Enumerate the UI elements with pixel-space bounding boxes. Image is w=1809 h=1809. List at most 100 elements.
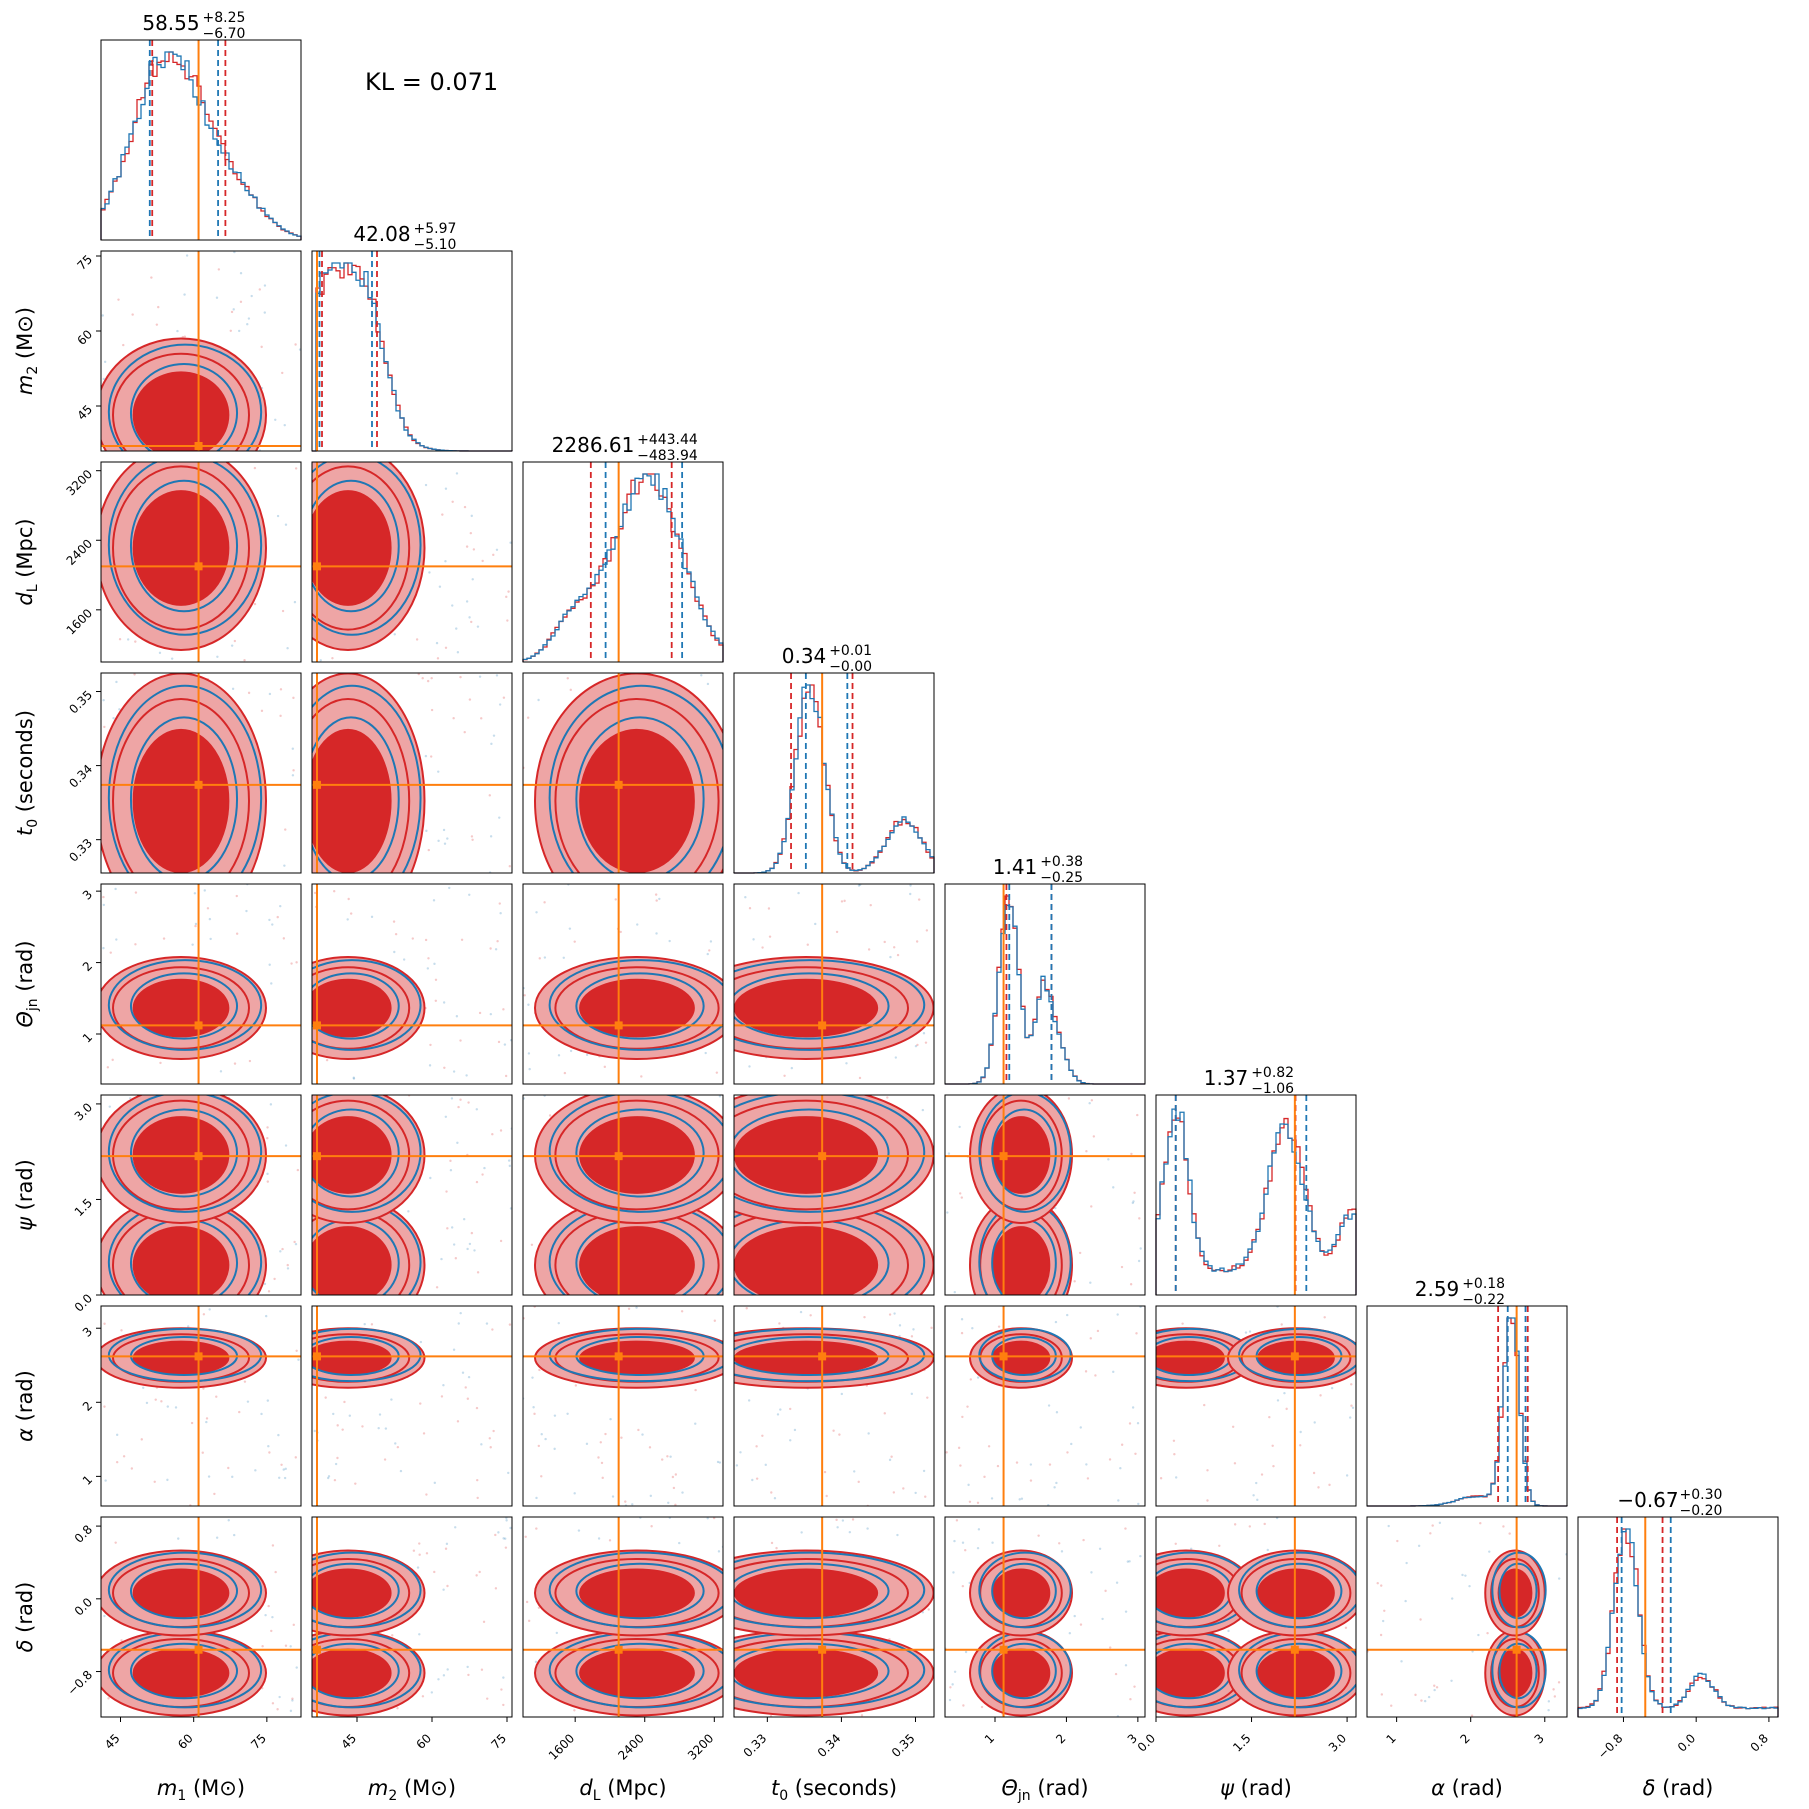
scatter-point xyxy=(440,1395,444,1398)
truth-marker xyxy=(818,1645,827,1654)
scatter-point xyxy=(185,254,189,257)
panel-frame xyxy=(311,1094,513,1296)
hist-title-err-plus: +443.44 xyxy=(637,432,698,448)
scatter-point xyxy=(1285,1407,1288,1411)
contour-blue-outer xyxy=(734,959,926,1051)
panel-m2-vs-t0 xyxy=(312,673,512,873)
scatter-point xyxy=(658,897,661,901)
hist-title-err-plus: +0.01 xyxy=(829,643,872,659)
contour-blue-outer xyxy=(107,1095,263,1213)
scatter-point xyxy=(624,1500,627,1503)
scatter-point xyxy=(283,864,286,867)
scatter-point xyxy=(1313,1421,1316,1424)
x-tick-label: 3200 xyxy=(685,1731,716,1762)
scatter-point xyxy=(361,1425,364,1428)
scatter-point xyxy=(790,1066,794,1070)
hist-title-err-minus: −0.20 xyxy=(1680,1503,1723,1519)
scatter-point xyxy=(472,548,476,551)
panel-frame xyxy=(311,1305,513,1507)
scatter-point xyxy=(115,1433,119,1437)
contour-inner xyxy=(734,1116,879,1194)
contour-blue-outer xyxy=(734,1551,926,1629)
contour-inner xyxy=(132,490,230,606)
scatter-point xyxy=(279,904,282,908)
scatter-point xyxy=(274,1570,277,1574)
scatter-point xyxy=(436,657,440,660)
scatter-point xyxy=(1351,1406,1355,1409)
scatter-point xyxy=(425,1552,429,1555)
scatter-point xyxy=(294,1242,298,1246)
scatter-point xyxy=(352,1076,355,1079)
scatter-point xyxy=(437,839,440,843)
scatter-point xyxy=(1098,1547,1102,1550)
truth-marker xyxy=(194,1352,203,1361)
hist-title-err-minus: −483.94 xyxy=(637,448,698,464)
scatter-point xyxy=(840,900,844,903)
scatter-point xyxy=(649,1494,653,1498)
scatter-point xyxy=(924,1041,928,1044)
scatter-point xyxy=(669,1455,672,1458)
scatter-point xyxy=(103,1322,106,1325)
scatter-point xyxy=(246,1400,250,1403)
scatter-point xyxy=(531,1376,534,1379)
scatter-point xyxy=(1383,1609,1386,1612)
scatter-point xyxy=(1068,1632,1072,1635)
scatter-point xyxy=(336,1456,339,1460)
scatter-point xyxy=(755,1445,758,1448)
scatter-point xyxy=(426,679,430,683)
scatter-point xyxy=(526,716,530,719)
scatter-point xyxy=(635,1306,638,1309)
truth-marker xyxy=(313,1152,321,1161)
scatter-point xyxy=(789,1407,792,1411)
scatter-point xyxy=(497,1040,501,1044)
scatter-point xyxy=(706,952,709,956)
scatter-point xyxy=(456,1420,460,1423)
contour-inner xyxy=(734,978,879,1038)
x-axis-label-m1: m1 (M⊙) xyxy=(157,1776,245,1804)
scatter-point xyxy=(230,310,234,314)
scatter-point xyxy=(863,1315,866,1319)
scatter-point xyxy=(394,1442,397,1445)
scatter-point xyxy=(964,1549,967,1552)
kl-annotation: KL = 0.071 xyxy=(365,68,498,96)
scatter-point xyxy=(641,1433,644,1436)
scatter-point xyxy=(291,1697,294,1700)
scatter-point xyxy=(1138,1217,1141,1220)
scatter-point xyxy=(454,1526,457,1529)
scatter-point xyxy=(421,1695,425,1698)
contour-blue-outer xyxy=(107,343,263,451)
panel-frame xyxy=(944,1516,1146,1718)
contour-inner xyxy=(132,1648,230,1698)
scatter-point xyxy=(1112,1370,1115,1374)
scatter-point xyxy=(430,676,433,680)
scatter-point xyxy=(102,698,105,702)
scatter-point xyxy=(648,1446,652,1449)
scatter-point xyxy=(503,1043,507,1046)
scatter-point xyxy=(857,1480,860,1484)
scatter-point xyxy=(442,1588,445,1591)
scatter-point xyxy=(445,1190,448,1193)
scatter-point xyxy=(231,687,235,691)
scatter-point xyxy=(1547,1700,1551,1703)
scatter-point xyxy=(122,1455,126,1458)
contour-blue-outer xyxy=(548,1327,723,1383)
x-tick-label: 1 xyxy=(1383,1731,1398,1746)
scatter-point xyxy=(1129,1697,1132,1701)
scatter-point xyxy=(215,1536,219,1539)
scatter-point xyxy=(1067,1097,1071,1100)
scatter-point xyxy=(213,1492,216,1496)
scatter-point xyxy=(1117,1499,1120,1502)
scatter-point xyxy=(502,1676,505,1679)
scatter-point xyxy=(230,644,234,647)
scatter-point xyxy=(106,1066,110,1069)
scatter-point xyxy=(1404,1599,1407,1603)
y-tick-label: 75 xyxy=(74,252,95,273)
hist-m2: 42.08 +5.97−5.10 xyxy=(312,221,512,452)
scatter-point xyxy=(435,1286,439,1289)
scatter-point xyxy=(207,1475,211,1478)
contour-blue-inner xyxy=(312,972,400,1040)
scatter-point xyxy=(450,1226,454,1229)
scatter-point xyxy=(407,1210,410,1213)
scatter-point xyxy=(107,1697,110,1700)
scatter-point xyxy=(271,1544,275,1547)
